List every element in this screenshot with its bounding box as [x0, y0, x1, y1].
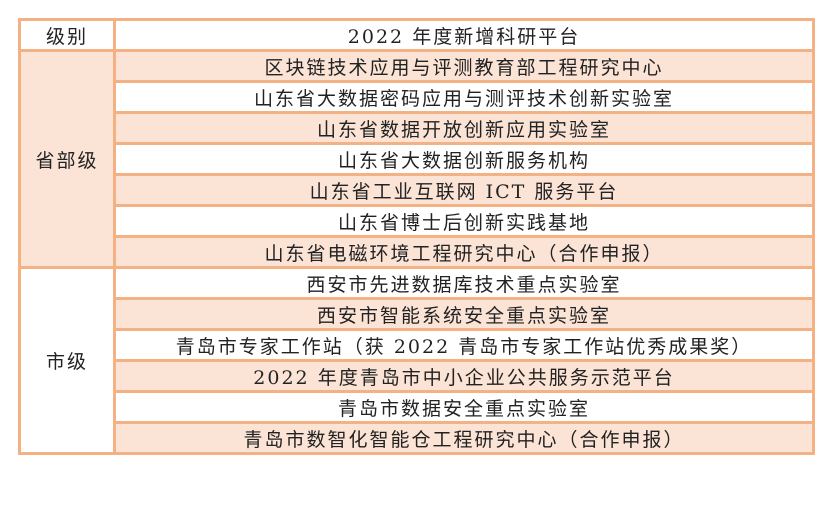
table-row: 山东省大数据创新服务机构 — [20, 142, 815, 176]
level-cell: 省部级 — [18, 49, 116, 269]
header-level: 级别 — [18, 18, 116, 52]
table-row: 山东省大数据密码应用与测评技术创新实验室 — [20, 80, 815, 114]
platform-cell: 青岛市数据安全重点实验室 — [113, 390, 815, 424]
table-row: 山东省电磁环境工程研究中心（合作申报） — [20, 235, 815, 269]
table-row: 青岛市专家工作站（获 2022 青岛市专家工作站优秀成果奖） — [20, 328, 815, 362]
table-row: 山东省数据开放创新应用实验室 — [20, 111, 815, 145]
platform-cell: 青岛市专家工作站（获 2022 青岛市专家工作站优秀成果奖） — [113, 328, 815, 362]
level-cell: 市级 — [18, 266, 116, 455]
table-row: 山东省博士后创新实践基地 — [20, 204, 815, 238]
table-row: 青岛市数据安全重点实验室 — [20, 390, 815, 424]
platform-cell: 山东省工业互联网 ICT 服务平台 — [113, 173, 815, 207]
table-row: 西安市智能系统安全重点实验室 — [20, 297, 815, 331]
header-platform: 2022 年度新增科研平台 — [113, 18, 815, 52]
platform-cell: 青岛市数智化智能仓工程研究中心（合作申报） — [113, 421, 815, 455]
platform-cell: 山东省数据开放创新应用实验室 — [113, 111, 815, 145]
table-row: 青岛市数智化智能仓工程研究中心（合作申报） — [20, 421, 815, 455]
table-row: 省部级 区块链技术应用与评测教育部工程研究中心 — [18, 49, 815, 269]
table-row: 山东省工业互联网 ICT 服务平台 — [20, 173, 815, 207]
research-platforms-table: 级别 2022 年度新增科研平台 省部级 区块链技术应用与评测教育部工程研究中心山… — [18, 18, 815, 455]
platform-cell: 西安市智能系统安全重点实验室 — [113, 297, 815, 331]
header-row: 级别 2022 年度新增科研平台 — [18, 18, 815, 52]
table-row: 市级 西安市先进数据库技术重点实验室 — [18, 266, 815, 455]
platform-cell: 区块链技术应用与评测教育部工程研究中心 — [113, 49, 815, 83]
platform-cell: 山东省电磁环境工程研究中心（合作申报） — [113, 235, 815, 269]
platform-cell: 山东省博士后创新实践基地 — [113, 204, 815, 238]
table-row: 2022 年度青岛市中小企业公共服务示范平台 — [20, 359, 815, 393]
platform-cell: 山东省大数据密码应用与测评技术创新实验室 — [113, 80, 815, 114]
platform-cell: 2022 年度青岛市中小企业公共服务示范平台 — [113, 359, 815, 393]
platform-cell: 山东省大数据创新服务机构 — [113, 142, 815, 176]
platform-cell: 西安市先进数据库技术重点实验室 — [113, 266, 815, 300]
